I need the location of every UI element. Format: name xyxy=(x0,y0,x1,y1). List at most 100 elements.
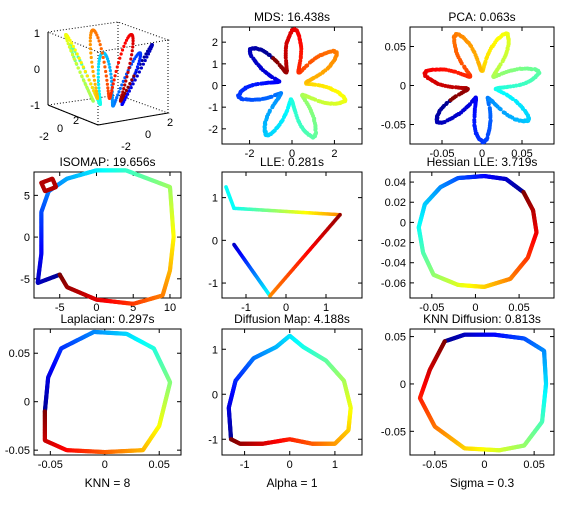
plot-frame xyxy=(409,171,555,299)
data-point xyxy=(298,58,303,63)
data-point xyxy=(253,82,258,87)
data-point xyxy=(98,43,102,47)
x-tick-label: 0 xyxy=(289,148,295,160)
x-tick-label: 2 xyxy=(331,148,337,160)
data-point xyxy=(72,57,76,61)
plot-frame xyxy=(33,328,182,456)
y-tick-label: 2 xyxy=(212,37,218,49)
data-point xyxy=(104,74,108,78)
data-point xyxy=(80,75,84,79)
data-point xyxy=(93,82,97,86)
data-point xyxy=(88,47,93,51)
y-tick-label: 0.02 xyxy=(385,197,406,209)
data-point xyxy=(232,206,236,211)
data-point xyxy=(110,79,114,83)
data-point xyxy=(84,83,88,87)
data-point xyxy=(123,83,127,87)
data-point xyxy=(228,437,234,442)
x-tick-label: 5 xyxy=(130,302,136,314)
data-point xyxy=(97,92,102,96)
data-point xyxy=(338,212,342,217)
data-point xyxy=(136,62,141,66)
y-tick-label: -5 xyxy=(20,274,30,286)
data-point xyxy=(120,83,124,87)
data-point xyxy=(271,56,276,61)
data-point xyxy=(145,55,149,59)
data-point xyxy=(119,52,123,56)
data-point xyxy=(485,135,490,140)
data-point xyxy=(70,41,74,45)
data-point xyxy=(109,72,113,76)
y-tick-label: -0.05 xyxy=(5,445,30,457)
data-point xyxy=(121,94,126,98)
data-point xyxy=(96,75,100,79)
data-point xyxy=(132,57,137,61)
data-point xyxy=(118,86,122,91)
data-point xyxy=(135,65,140,69)
data-point xyxy=(76,66,80,70)
data-point xyxy=(111,82,115,86)
data-point xyxy=(521,190,526,195)
x-tick-label: 0 xyxy=(145,129,151,141)
plot-frame xyxy=(221,26,363,145)
data-point xyxy=(122,87,126,91)
data-point xyxy=(122,44,126,48)
data-point xyxy=(130,49,134,53)
panel-isomap: -5 0 5 10 -5 0 5 ISOMAP: 19.656s xyxy=(20,155,182,314)
data-point xyxy=(97,86,101,90)
data-point xyxy=(90,60,94,64)
data-point xyxy=(82,79,86,83)
y-tick-label: 0 xyxy=(400,81,406,93)
data-point xyxy=(280,118,285,123)
panel-mds: -2 0 2 -2 -1 0 1 2 MDS: 16.438s xyxy=(208,10,363,160)
data-point xyxy=(143,58,147,63)
data-point xyxy=(487,106,492,111)
data-point xyxy=(90,65,94,69)
x-tick-label: -0.05 xyxy=(422,459,447,471)
data-point xyxy=(140,58,144,63)
data-point xyxy=(131,39,135,43)
data-point xyxy=(101,55,105,60)
data-point xyxy=(85,74,89,78)
data-point xyxy=(121,79,125,83)
data-point xyxy=(108,65,112,69)
data-point xyxy=(131,36,135,40)
data-point xyxy=(513,98,518,103)
box-floor xyxy=(46,94,170,126)
data-point xyxy=(96,68,100,72)
plot-frame xyxy=(409,328,555,456)
x-tick-label: 2 xyxy=(167,117,173,129)
plot-frame xyxy=(33,171,182,299)
x-tick-label: -2 xyxy=(245,148,255,160)
y-tick-label: 2 xyxy=(73,115,79,127)
y-tick-label: -0.02 xyxy=(381,238,406,250)
data-point xyxy=(107,62,111,66)
data-point xyxy=(133,78,137,82)
y-tick-label: 0 xyxy=(212,389,218,401)
data-point xyxy=(79,60,83,65)
x-axis xyxy=(97,112,169,126)
data-point xyxy=(457,92,462,97)
plot-frame xyxy=(221,171,363,299)
x-tick-label: 0 xyxy=(472,302,478,314)
data-point xyxy=(106,89,110,93)
panel-title: Hessian LLE: 3.719s xyxy=(427,155,538,169)
data-point xyxy=(88,36,92,40)
data-point xyxy=(74,61,78,65)
data-point xyxy=(87,90,91,94)
panel-title: KNN Diffusion: 0.813s xyxy=(423,312,541,326)
panel-pca: -0.05 0 0.05 -0.05 0 0.05 PCA: 0.063s xyxy=(381,10,555,160)
data-point xyxy=(104,69,108,74)
y-tick-label: 0.04 xyxy=(385,177,406,189)
panel-title: PCA: 0.063s xyxy=(448,10,515,24)
data-point xyxy=(110,98,115,102)
data-point xyxy=(42,409,47,414)
data-point xyxy=(87,78,91,82)
y-tick-label: 1 xyxy=(212,59,218,71)
x-tick-label: 0 xyxy=(93,302,99,314)
data-point xyxy=(132,74,136,78)
y-tick-label: 1 xyxy=(212,344,218,356)
data-point xyxy=(66,42,70,46)
y-tick-label: 0 xyxy=(212,81,218,93)
